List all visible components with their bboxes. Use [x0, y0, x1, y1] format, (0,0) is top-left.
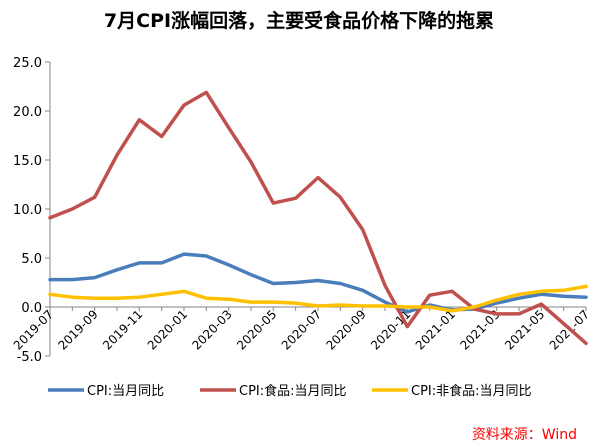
legend-label: CPI:非食品:当月同比	[411, 383, 532, 399]
series-layer	[48, 90, 588, 346]
y-tick-label: 15.0	[13, 154, 42, 169]
series-line-2	[48, 90, 588, 346]
y-tick-label: 20.0	[13, 105, 42, 120]
x-tick-label: 2021-01	[413, 307, 458, 352]
y-tick-label: 5.0	[21, 252, 42, 267]
x-tick-label: 2020-11	[368, 307, 413, 352]
x-tick-label: 2020-07	[279, 307, 324, 352]
x-tick-label: 2020-05	[234, 307, 279, 352]
source-note: 资料来源：Wind	[472, 427, 577, 443]
x-tick-label: 2020-09	[323, 307, 368, 352]
legend-label: CPI:食品:当月同比	[239, 383, 347, 399]
x-tick-label: 2019-09	[55, 307, 100, 352]
series-line-1	[48, 252, 588, 314]
x-tick-label: 2020-03	[189, 307, 234, 352]
y-tick-label: -5.0	[17, 350, 42, 365]
y-tick-label: 0.0	[21, 301, 42, 316]
x-tick-label: 2020-01	[145, 307, 190, 352]
chart-title: 7月CPI涨幅回落，主要受食品价格下降的拖累	[104, 9, 494, 32]
x-tick-label: 2019-11	[100, 307, 145, 352]
legend: CPI:当月同比 CPI:食品:当月同比 CPI:非食品:当月同比	[48, 383, 532, 399]
y-tick-label: 10.0	[13, 203, 42, 218]
series-line-3	[48, 284, 588, 313]
y-tick-label: 25.0	[13, 56, 42, 71]
legend-label: CPI:当月同比	[87, 384, 164, 399]
